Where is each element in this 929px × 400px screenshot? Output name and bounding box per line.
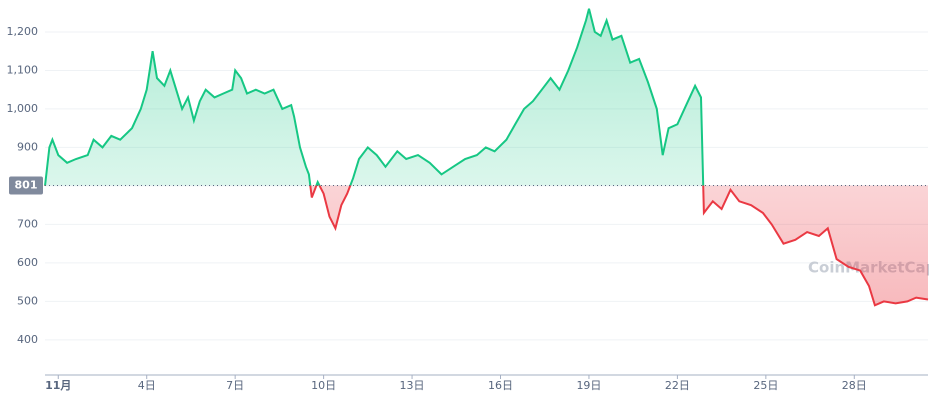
y-tick-label: 900 bbox=[17, 140, 38, 153]
x-tick-label: 19日 bbox=[576, 379, 601, 392]
y-tick-label: 700 bbox=[17, 217, 38, 230]
y-tick-label: 400 bbox=[17, 333, 38, 346]
y-tick-label: 600 bbox=[17, 256, 38, 269]
y-tick-label: 1,100 bbox=[7, 63, 39, 76]
y-tick-label: 500 bbox=[17, 294, 38, 307]
area-below bbox=[45, 185, 928, 306]
x-tick-label: 16日 bbox=[488, 379, 513, 392]
y-tick-label: 1,200 bbox=[7, 25, 39, 38]
baseline-badge bbox=[9, 176, 43, 195]
area-above bbox=[45, 8, 704, 186]
x-tick-label: 28日 bbox=[842, 379, 867, 392]
x-tick-label: 13日 bbox=[400, 379, 425, 392]
x-tick-label: 25日 bbox=[753, 379, 778, 392]
x-tick-label: 10日 bbox=[311, 379, 336, 392]
x-tick-label: 11月 bbox=[45, 379, 71, 392]
baseline-label: 801 bbox=[15, 179, 38, 192]
x-tick-label: 4日 bbox=[138, 379, 156, 392]
x-tick-label: 7日 bbox=[226, 379, 244, 392]
y-tick-label: 1,000 bbox=[7, 102, 39, 115]
line-below bbox=[44, 185, 929, 307]
x-tick-label: 22日 bbox=[665, 379, 690, 392]
line-above bbox=[44, 8, 705, 186]
